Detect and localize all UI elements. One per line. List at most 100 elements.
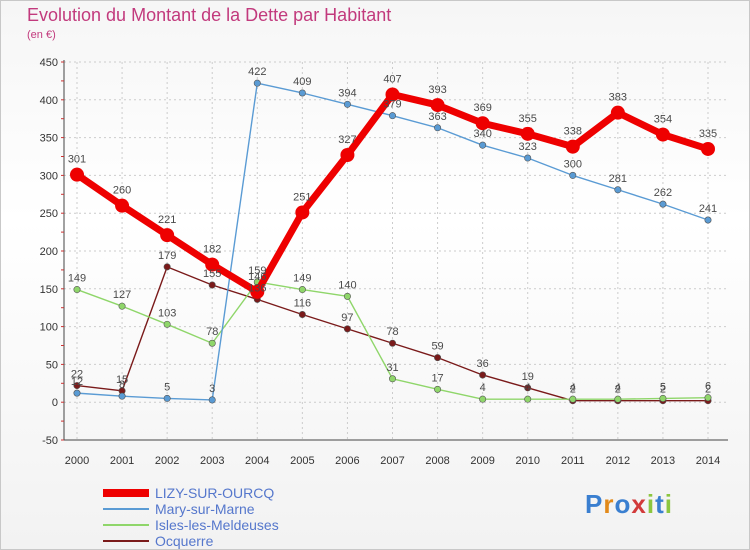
data-point bbox=[163, 263, 171, 271]
data-point bbox=[73, 382, 81, 390]
data-label: 407 bbox=[383, 74, 401, 86]
y-tick-label: 150 bbox=[40, 284, 58, 296]
data-label: 251 bbox=[293, 191, 311, 203]
data-label: 281 bbox=[609, 173, 627, 185]
data-point bbox=[208, 339, 216, 347]
data-label: 327 bbox=[338, 134, 356, 146]
legend-swatch bbox=[103, 508, 149, 510]
data-point bbox=[250, 284, 265, 299]
data-label: 149 bbox=[68, 273, 86, 285]
data-point bbox=[655, 127, 670, 142]
data-label: 363 bbox=[428, 111, 446, 123]
data-label: 394 bbox=[338, 87, 356, 99]
data-label: 379 bbox=[383, 99, 401, 111]
data-label: 146 bbox=[248, 271, 266, 283]
y-tick-label: -50 bbox=[42, 435, 58, 447]
data-point bbox=[520, 126, 535, 141]
legend-label: LIZY-SUR-OURCQ bbox=[155, 485, 275, 501]
data-point bbox=[524, 154, 532, 162]
data-point bbox=[208, 281, 216, 289]
data-label: 8 bbox=[119, 379, 125, 391]
x-tick-label: 2007 bbox=[380, 455, 404, 467]
x-tick-label: 2001 bbox=[110, 455, 134, 467]
data-label: 260 bbox=[113, 185, 131, 197]
data-point bbox=[475, 116, 490, 131]
data-label: 6 bbox=[705, 381, 711, 393]
data-label: 19 bbox=[522, 371, 534, 383]
data-point bbox=[118, 392, 126, 400]
legend-swatch bbox=[103, 524, 149, 526]
x-tick-label: 2014 bbox=[696, 455, 720, 467]
data-point bbox=[704, 216, 712, 224]
data-point bbox=[298, 311, 306, 319]
data-label: 409 bbox=[293, 76, 311, 88]
data-point bbox=[343, 100, 351, 108]
series-layer bbox=[70, 79, 715, 405]
y-tick-label: 0 bbox=[52, 397, 58, 409]
data-label: 22 bbox=[71, 369, 83, 381]
data-point bbox=[163, 394, 171, 402]
data-point bbox=[430, 98, 445, 113]
data-label: 340 bbox=[473, 128, 491, 140]
y-tick-label: 200 bbox=[40, 246, 58, 258]
data-point bbox=[163, 320, 171, 328]
x-tick-label: 2010 bbox=[515, 455, 539, 467]
data-point bbox=[388, 112, 396, 120]
data-label: 300 bbox=[564, 158, 582, 170]
data-label: 2 bbox=[615, 384, 621, 396]
data-label: 422 bbox=[248, 66, 266, 78]
data-point bbox=[610, 105, 625, 120]
x-tick-label: 2000 bbox=[65, 455, 89, 467]
data-point bbox=[659, 394, 667, 402]
x-tick-label: 2013 bbox=[651, 455, 675, 467]
logo-letter: o bbox=[614, 489, 632, 519]
data-point bbox=[298, 286, 306, 294]
data-point bbox=[614, 186, 622, 194]
data-label: 4 bbox=[570, 382, 576, 394]
data-label: 3 bbox=[209, 383, 215, 395]
data-label: 4 bbox=[525, 382, 531, 394]
logo-letter: i bbox=[646, 489, 656, 519]
logo-letter: i bbox=[664, 489, 673, 519]
data-label: 155 bbox=[203, 268, 221, 280]
data-label: 4 bbox=[480, 382, 486, 394]
data-point bbox=[659, 200, 667, 208]
logo-letter: x bbox=[631, 489, 647, 519]
data-point bbox=[434, 385, 442, 393]
y-tick-label: 50 bbox=[46, 359, 58, 371]
y-tick-label: 400 bbox=[40, 95, 58, 107]
data-label: 116 bbox=[294, 298, 312, 310]
data-point bbox=[614, 395, 622, 403]
data-label: 140 bbox=[338, 279, 356, 291]
y-tick-label: 100 bbox=[40, 322, 58, 334]
data-label: 31 bbox=[386, 362, 398, 374]
data-label: 179 bbox=[158, 250, 176, 262]
data-label: 2 bbox=[660, 384, 666, 396]
legend-label: Isles-les-Meldeuses bbox=[155, 517, 279, 533]
data-point bbox=[388, 339, 396, 347]
y-tick-label: 250 bbox=[40, 208, 58, 220]
data-point bbox=[524, 395, 532, 403]
unit-label: (en €) bbox=[27, 29, 56, 41]
data-point bbox=[569, 171, 577, 179]
x-tick-label: 2011 bbox=[561, 455, 585, 467]
x-tick-label: 2012 bbox=[606, 455, 630, 467]
data-label: 5 bbox=[660, 381, 666, 393]
data-point bbox=[343, 325, 351, 333]
data-point bbox=[295, 205, 310, 220]
y-tick-label: 350 bbox=[40, 133, 58, 145]
axis-layer: -50 0 50 100 150 200 250 300 350 400 450 2000 2001 20… bbox=[40, 57, 728, 467]
x-tick-label: 2004 bbox=[245, 455, 269, 467]
data-label: 78 bbox=[386, 326, 398, 338]
data-label: 182 bbox=[203, 244, 221, 256]
data-point bbox=[434, 124, 442, 132]
data-label: 338 bbox=[564, 126, 582, 138]
x-tick-label: 2009 bbox=[470, 455, 494, 467]
data-point bbox=[388, 375, 396, 383]
x-tick-label: 2008 bbox=[425, 455, 449, 467]
data-point bbox=[298, 89, 306, 97]
data-point bbox=[115, 198, 130, 213]
proxiti-logo: Proxiti bbox=[585, 489, 673, 520]
